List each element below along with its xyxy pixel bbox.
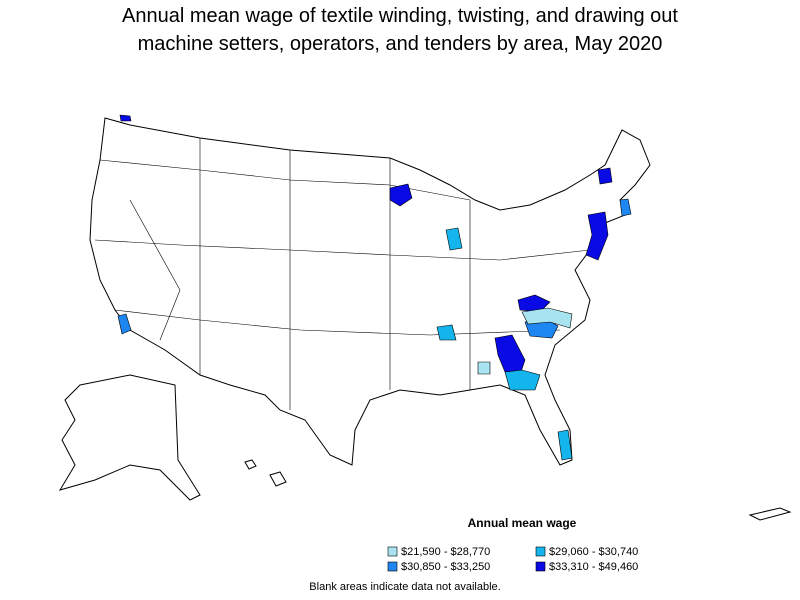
area — [521, 307, 573, 329]
alaska — [58, 374, 201, 501]
map — [58, 114, 792, 521]
area — [619, 198, 632, 217]
legend-swatch — [387, 561, 398, 572]
area — [585, 211, 609, 261]
area — [119, 114, 132, 122]
legend-title: Annual mean wage — [468, 516, 577, 530]
area — [445, 227, 463, 251]
area — [389, 183, 413, 207]
legend-label: $30,850 - $33,250 — [401, 561, 490, 573]
area — [436, 324, 457, 341]
legend-label: $33,310 - $49,460 — [549, 561, 638, 573]
area — [517, 294, 551, 313]
area — [557, 429, 573, 461]
puerto-rico — [748, 507, 792, 521]
legend-label: $21,590 - $28,770 — [401, 546, 490, 558]
hawaii — [244, 459, 257, 470]
area — [117, 313, 132, 335]
title-line: machine setters, operators, and tenders … — [138, 33, 663, 55]
hawaii — [269, 471, 287, 487]
legend-swatch — [535, 561, 546, 572]
legend-swatch — [535, 546, 546, 557]
title-line: Annual mean wage of textile winding, twi… — [122, 5, 678, 27]
area — [597, 167, 613, 185]
legend-label: $29,060 - $30,740 — [549, 546, 638, 558]
area — [504, 369, 541, 391]
area — [477, 361, 491, 375]
legend-swatch — [387, 546, 398, 557]
legend: $21,590 - $28,770 $29,060 - $30,740 $30,85… — [387, 546, 638, 573]
boundaries — [94, 138, 591, 410]
footnote: Blank areas indicate data not available. — [309, 581, 500, 593]
